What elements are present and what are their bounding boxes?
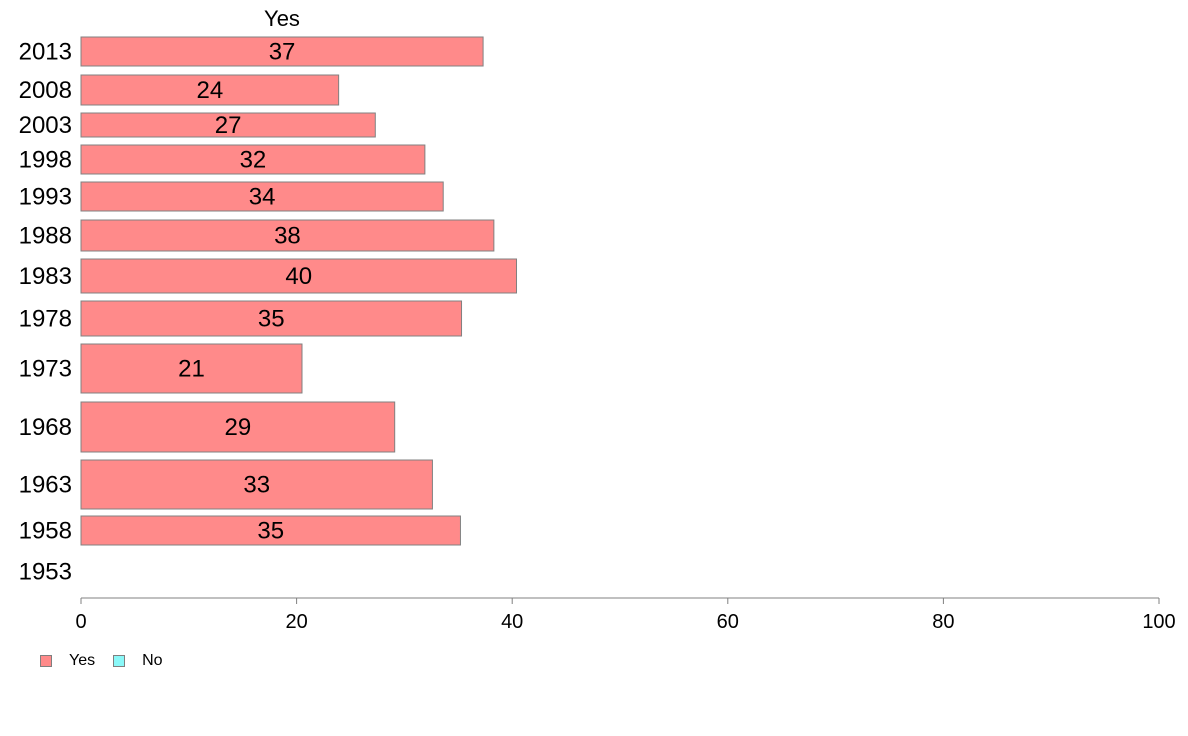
bar-yes — [80, 343, 303, 394]
legend-swatch-no — [113, 655, 126, 667]
category-label: 1978 — [19, 306, 72, 333]
category-label: 1998 — [19, 147, 72, 174]
legend-item-yes: Yes — [40, 652, 95, 670]
data-label: 35 — [257, 518, 284, 545]
bar-yes — [80, 144, 426, 175]
data-label: 21 — [178, 356, 205, 383]
data-label: 34 — [249, 184, 276, 211]
bar-yes — [80, 112, 376, 138]
category-label: 1988 — [19, 223, 72, 250]
data-label: 24 — [196, 77, 223, 104]
bar-yes — [80, 181, 444, 212]
x-tick-label: 100 — [1142, 611, 1175, 633]
x-tick-label: 0 — [75, 611, 86, 633]
category-label: 1953 — [19, 559, 72, 586]
data-label: 27 — [215, 112, 242, 139]
data-label: 33 — [243, 472, 270, 499]
x-tick-label: 40 — [501, 611, 523, 633]
data-label: 37 — [269, 39, 296, 66]
data-label: 29 — [224, 414, 251, 441]
category-label: 1963 — [19, 472, 72, 499]
bar-yes — [80, 459, 433, 510]
x-tick-label: 80 — [932, 611, 954, 633]
data-label: 38 — [274, 223, 301, 250]
legend-item-no: No — [113, 652, 163, 670]
legend: Yes No — [40, 652, 181, 670]
bar-yes — [80, 258, 518, 294]
data-label: 32 — [240, 147, 267, 174]
bar-yes — [80, 401, 396, 453]
category-label: 1983 — [19, 263, 72, 290]
category-label: 1973 — [19, 356, 72, 383]
category-label: 1968 — [19, 414, 72, 441]
category-label: 2013 — [19, 39, 72, 66]
category-label: 2008 — [19, 77, 72, 104]
legend-swatch-yes — [40, 655, 52, 667]
column-header: Yes — [264, 6, 300, 31]
category-label: 2003 — [19, 112, 72, 139]
x-tick-label: 60 — [717, 611, 739, 633]
category-label: 1958 — [19, 518, 72, 545]
bar-yes — [80, 300, 463, 337]
bar-yes — [80, 36, 484, 67]
legend-label-yes: Yes — [69, 652, 96, 669]
legend-label-no: No — [142, 652, 163, 669]
bar-yes — [80, 515, 461, 546]
bar-yes — [80, 219, 495, 252]
x-tick-label: 20 — [285, 611, 307, 633]
bar-chart: Yes 2013 37 2008 24 2003 27 1998 32 1993 34 1988 38 1… — [19, 6, 1176, 633]
category-label: 1993 — [19, 184, 72, 211]
data-label: 35 — [258, 306, 285, 333]
data-label: 40 — [285, 263, 312, 290]
bar-yes — [80, 74, 340, 106]
